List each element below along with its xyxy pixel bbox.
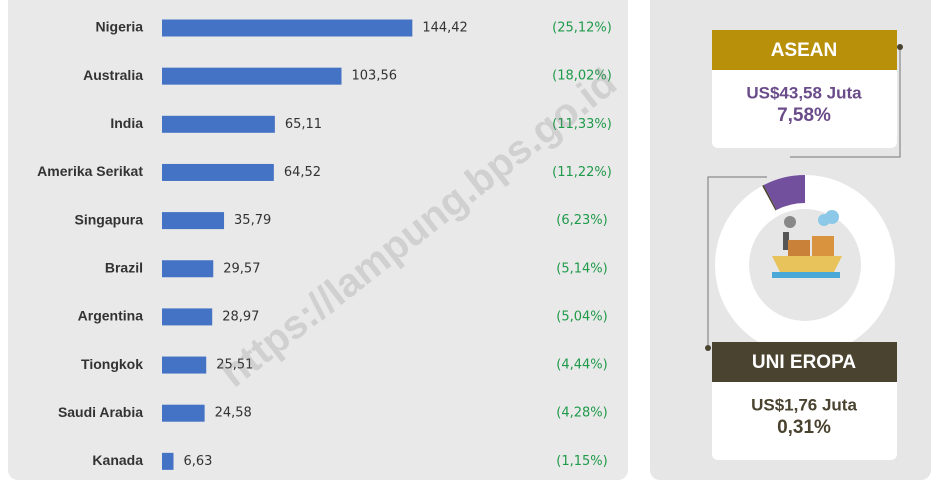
value-label: 24,58 bbox=[215, 406, 252, 421]
category-label: Tiongkok bbox=[81, 356, 143, 372]
share-label: (5,04%) bbox=[556, 309, 607, 324]
value-label: 103,56 bbox=[352, 69, 398, 84]
page: ASEAN US$43,58 Juta 7,58% UNI EROPA US$1,76 … bbox=[0, 0, 931, 483]
value-label: 29,57 bbox=[223, 261, 260, 276]
share-label: (1,15%) bbox=[556, 454, 607, 469]
value-label: 35,79 bbox=[234, 213, 271, 228]
share-label: (4,28%) bbox=[556, 406, 607, 421]
bar bbox=[162, 453, 173, 470]
share-label: (4,44%) bbox=[556, 358, 607, 373]
bar bbox=[162, 357, 206, 374]
amount-label: US$1,76 Juta bbox=[751, 395, 857, 414]
category-label: Australia bbox=[83, 67, 143, 83]
bar bbox=[162, 405, 205, 422]
share-label: (11,22%) bbox=[552, 165, 612, 180]
value-label: 28,97 bbox=[222, 309, 259, 324]
category-label: Saudi Arabia bbox=[58, 404, 143, 420]
share-value: 7,58% bbox=[777, 105, 831, 126]
infographic: ASEAN US$43,58 Juta 7,58% UNI EROPA US$1,76 … bbox=[0, 0, 931, 483]
category-label: Singapura bbox=[75, 211, 144, 227]
category-label: Argentina bbox=[78, 308, 144, 324]
connector-dot bbox=[897, 44, 903, 50]
category-label: Brazil bbox=[105, 259, 143, 275]
value-label: 64,52 bbox=[284, 165, 321, 180]
category-label: India bbox=[110, 115, 143, 131]
bar bbox=[162, 260, 213, 277]
amount-label: US$43,58 Juta bbox=[746, 83, 862, 102]
region-name: UNI EROPA bbox=[752, 352, 856, 373]
category-label: Kanada bbox=[92, 452, 143, 468]
share-label: (25,12%) bbox=[552, 21, 612, 36]
value-label: 144,42 bbox=[422, 21, 468, 36]
region-name: ASEAN bbox=[771, 40, 838, 61]
connector-dot bbox=[705, 345, 711, 351]
share-label: (6,23%) bbox=[556, 213, 607, 228]
bar bbox=[162, 212, 224, 229]
share-label: (5,14%) bbox=[556, 261, 607, 276]
bar bbox=[162, 164, 274, 181]
category-label: Amerika Serikat bbox=[37, 163, 143, 179]
category-label: Nigeria bbox=[96, 19, 144, 35]
bar bbox=[162, 308, 212, 325]
bar bbox=[162, 116, 275, 133]
share-value: 0,31% bbox=[777, 417, 831, 438]
value-label: 65,11 bbox=[285, 117, 322, 132]
value-label: 6,63 bbox=[183, 454, 212, 469]
bar bbox=[162, 20, 412, 37]
bar bbox=[162, 68, 342, 85]
